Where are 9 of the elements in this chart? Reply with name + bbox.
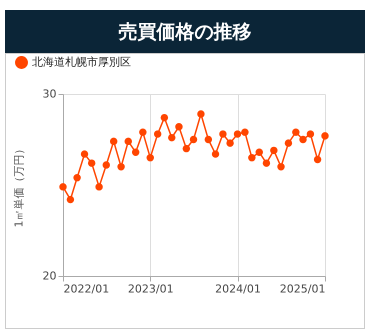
y-axis-title: 1㎡単価（万円） [12,144,26,228]
legend-label: 北海道札幌市厚別区 [32,56,131,68]
x-tick-label: 2023/01 [128,282,174,296]
y-tick-label: 30 [42,88,56,100]
x-tick-label: 2022/01 [64,282,110,296]
x-tick-label: 2025/01 [280,282,326,296]
y-tick-label: 20 [42,270,56,282]
chart-title: 売買価格の推移 [5,10,365,53]
x-tick-label: 2024/01 [215,282,261,296]
